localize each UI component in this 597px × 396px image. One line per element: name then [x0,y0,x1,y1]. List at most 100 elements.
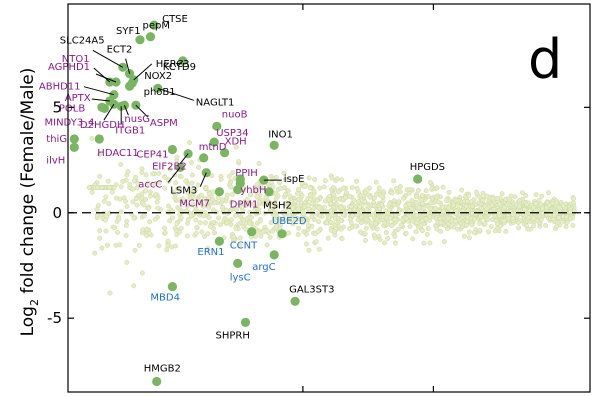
background-point [478,206,484,211]
background-point [333,196,339,202]
background-point [205,231,211,237]
background-point [378,202,384,208]
background-point [317,213,323,219]
background-point [212,230,217,236]
gene-label-ino1: INO1 [268,129,293,140]
background-point [474,189,479,195]
gene-point-ccnt [247,227,257,237]
background-point [92,250,98,256]
background-point [192,187,198,193]
background-point [398,222,404,228]
background-point [261,229,267,235]
background-point [282,177,288,183]
background-point [154,199,160,205]
background-point [539,211,545,217]
background-point [418,222,424,228]
background-point [296,225,302,231]
background-point [488,224,494,230]
gene-label-d2hgdh: D2HGDH [80,120,125,131]
background-point [256,199,262,205]
background-point [385,235,391,241]
background-point [434,185,440,191]
background-point [317,185,323,191]
background-point [202,233,208,239]
background-point [322,178,328,184]
background-point [478,213,483,219]
background-point [429,196,435,202]
background-point [427,214,433,220]
y-axis-label: Log2 fold change (Female/Male) [18,68,41,337]
gene-label-mtnd: mtnD [199,142,227,153]
background-point [379,194,385,199]
background-point [427,240,433,246]
background-point [347,193,353,199]
background-point [556,215,562,221]
background-point [370,212,376,218]
background-point [373,179,379,185]
background-point [434,210,440,216]
y-axis-label-subscript: 2 [28,299,41,306]
background-point [538,202,544,207]
background-point [181,199,187,205]
background-point [257,218,263,224]
gene-label-agphd1: AGPHD1 [48,62,90,73]
background-point [189,172,195,178]
background-point [301,211,307,217]
gene-label-ppih: PPIH [235,168,258,179]
background-point [237,235,243,241]
gene-point-mtnd [199,153,209,163]
background-point [510,215,516,221]
background-point [445,215,451,221]
background-point [428,200,434,206]
background-point [178,174,184,180]
background-point [336,189,341,195]
gene-label-aptx: APTX [65,93,91,104]
background-point [519,190,525,196]
background-point [152,216,158,222]
background-point [393,240,398,246]
background-point [413,220,419,225]
background-point [290,205,296,211]
background-point [240,217,246,223]
background-point [354,178,359,184]
background-point [224,220,230,226]
background-point [419,192,425,198]
background-point [371,202,377,208]
background-point [165,243,171,249]
background-point [503,229,509,234]
background-point [124,259,130,265]
background-point [329,175,335,181]
background-point [286,230,292,236]
gene-label-ccnt: CCNT [230,241,258,252]
background-point [568,209,573,215]
background-point [444,198,450,204]
leader-line [83,86,115,96]
background-point [457,204,463,210]
background-point [387,207,392,213]
background-point [362,231,368,237]
gene-point-mindy3_4 [99,103,110,113]
leader-line [133,63,153,81]
background-point [112,225,118,231]
background-point [197,220,203,226]
background-point [293,216,299,222]
background-point [206,204,212,210]
background-point [106,185,112,190]
background-point [437,216,443,221]
background-point [517,197,523,203]
background-point [99,185,105,190]
background-point [446,189,452,195]
background-point [97,235,103,241]
background-point [165,238,171,244]
gene-point-argc [269,250,279,260]
background-point [156,243,162,249]
background-point [358,220,364,226]
background-point [466,229,472,235]
background-point [382,240,387,246]
gene-label-thig: thiG [46,134,67,145]
leader-line [178,60,184,66]
background-point [203,185,209,191]
background-point [199,229,205,235]
gene-point-shprh [240,317,251,327]
